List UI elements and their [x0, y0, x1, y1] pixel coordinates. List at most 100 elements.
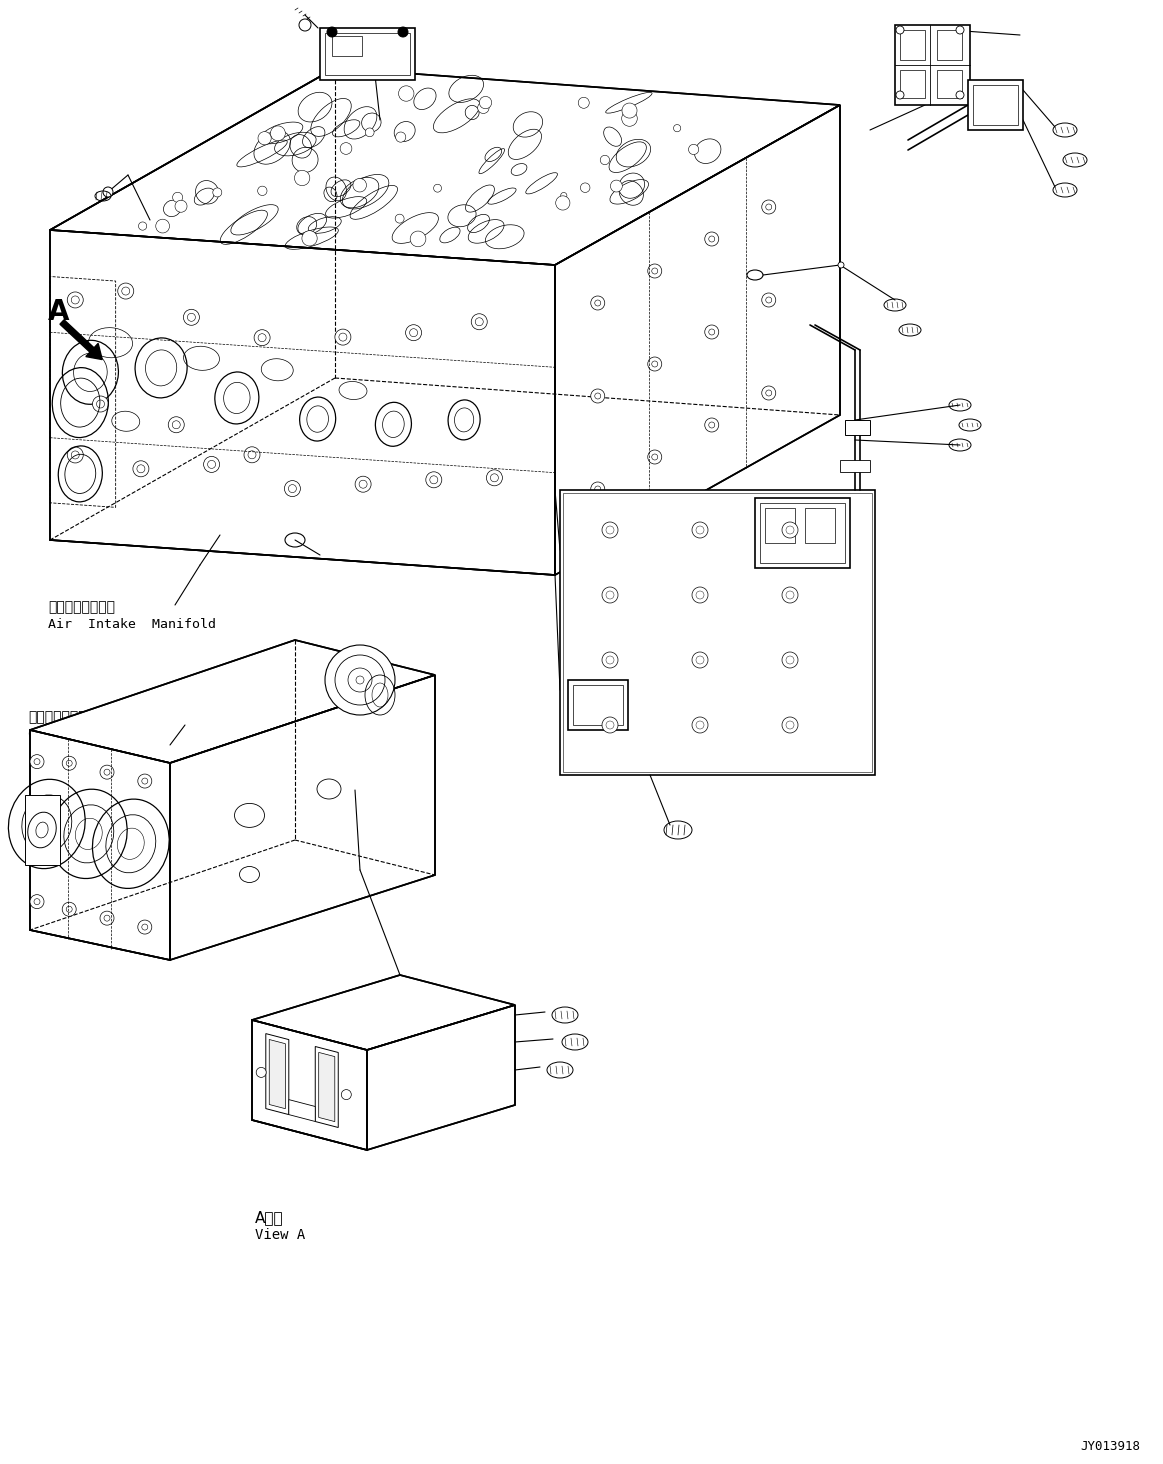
Circle shape: [324, 646, 395, 714]
Circle shape: [138, 223, 147, 230]
Circle shape: [213, 187, 222, 198]
Circle shape: [765, 389, 772, 395]
Circle shape: [256, 1067, 266, 1078]
Polygon shape: [568, 679, 628, 731]
Circle shape: [486, 470, 502, 486]
Circle shape: [338, 334, 347, 341]
Circle shape: [708, 422, 715, 427]
Circle shape: [399, 86, 414, 101]
Circle shape: [762, 386, 776, 400]
Circle shape: [602, 651, 618, 668]
Circle shape: [611, 180, 622, 192]
Circle shape: [673, 124, 680, 132]
Circle shape: [327, 26, 337, 37]
Polygon shape: [896, 25, 970, 105]
Circle shape: [30, 754, 44, 769]
Circle shape: [398, 26, 408, 37]
Circle shape: [172, 420, 180, 429]
Circle shape: [97, 400, 105, 408]
Circle shape: [30, 895, 44, 909]
Polygon shape: [320, 28, 415, 81]
Circle shape: [302, 231, 317, 246]
Circle shape: [478, 102, 490, 114]
Polygon shape: [252, 1020, 368, 1151]
Circle shape: [765, 203, 772, 209]
Circle shape: [695, 526, 704, 534]
Circle shape: [695, 591, 704, 599]
Circle shape: [786, 720, 794, 729]
Circle shape: [244, 447, 261, 463]
Circle shape: [471, 313, 487, 329]
Circle shape: [172, 192, 183, 202]
Circle shape: [606, 656, 614, 665]
Circle shape: [896, 26, 904, 34]
Circle shape: [476, 318, 484, 326]
Circle shape: [142, 777, 148, 785]
Text: シリンダブロック: シリンダブロック: [28, 710, 95, 725]
Circle shape: [782, 523, 798, 537]
Circle shape: [561, 192, 566, 199]
Circle shape: [169, 417, 184, 433]
Circle shape: [708, 236, 715, 242]
Circle shape: [591, 296, 605, 310]
Circle shape: [622, 111, 637, 126]
Text: Cylinder  Block: Cylinder Block: [28, 728, 148, 741]
Polygon shape: [30, 731, 170, 960]
Circle shape: [606, 526, 614, 534]
Circle shape: [622, 102, 637, 119]
Circle shape: [479, 97, 492, 108]
Circle shape: [578, 97, 590, 108]
Polygon shape: [846, 420, 870, 435]
Text: 吸気マニホールド: 吸気マニホールド: [48, 600, 115, 613]
Circle shape: [100, 766, 114, 779]
Circle shape: [692, 651, 708, 668]
Circle shape: [406, 325, 422, 341]
Circle shape: [692, 523, 708, 537]
Circle shape: [335, 654, 385, 706]
Circle shape: [430, 476, 437, 483]
Circle shape: [184, 309, 199, 325]
Circle shape: [956, 91, 964, 100]
Circle shape: [956, 26, 964, 34]
Circle shape: [491, 474, 499, 482]
Circle shape: [71, 451, 79, 458]
Circle shape: [705, 419, 719, 432]
Circle shape: [762, 201, 776, 214]
Polygon shape: [266, 1034, 288, 1114]
Polygon shape: [561, 490, 875, 774]
Polygon shape: [50, 67, 840, 265]
Circle shape: [705, 325, 719, 340]
Polygon shape: [755, 498, 850, 568]
Polygon shape: [288, 1099, 315, 1121]
Circle shape: [594, 392, 601, 400]
Circle shape: [352, 179, 366, 192]
Circle shape: [591, 482, 605, 496]
Circle shape: [705, 231, 719, 246]
Text: A　視: A 視: [255, 1211, 284, 1225]
Polygon shape: [840, 460, 870, 471]
Polygon shape: [24, 795, 60, 865]
Circle shape: [62, 757, 77, 770]
Circle shape: [765, 297, 772, 303]
Circle shape: [411, 231, 426, 247]
Circle shape: [651, 454, 658, 460]
Circle shape: [594, 486, 601, 492]
Circle shape: [356, 676, 364, 684]
Polygon shape: [555, 105, 840, 575]
Circle shape: [67, 447, 84, 463]
Circle shape: [782, 717, 798, 733]
Circle shape: [782, 587, 798, 603]
Circle shape: [299, 19, 311, 31]
Circle shape: [692, 587, 708, 603]
Circle shape: [174, 201, 187, 212]
Circle shape: [348, 668, 372, 692]
Circle shape: [62, 902, 77, 916]
Circle shape: [786, 591, 794, 599]
Circle shape: [762, 293, 776, 307]
Circle shape: [409, 329, 418, 337]
Circle shape: [365, 127, 374, 136]
Circle shape: [66, 906, 72, 912]
Circle shape: [137, 464, 145, 473]
Circle shape: [606, 720, 614, 729]
Circle shape: [142, 924, 148, 930]
